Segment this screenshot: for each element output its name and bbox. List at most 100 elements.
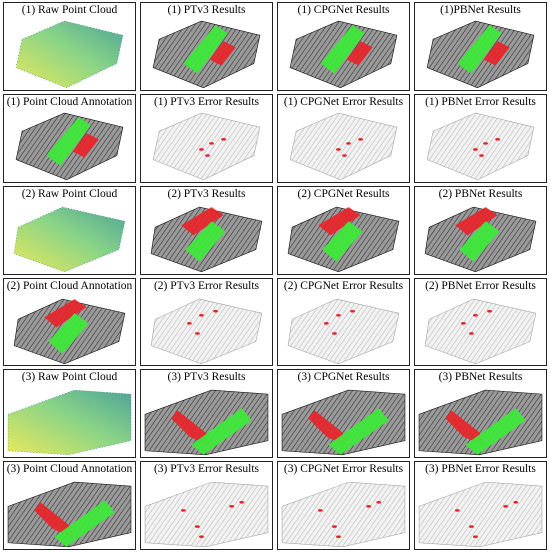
point-cloud-image	[418, 481, 543, 548]
panel-caption: (1) PTv3 Error Results	[153, 95, 260, 108]
error-point-marker	[346, 141, 351, 145]
error-point-marker	[186, 321, 192, 325]
figure-panel: (2) PTv3 Results	[140, 185, 273, 275]
panel-caption: (3) PBNet Error Results	[425, 463, 536, 476]
figure-panel: (3) Point Cloud Annotation	[3, 461, 136, 550]
figure-panel: (1) PTv3 Results	[140, 2, 273, 91]
error-point-marker	[366, 505, 372, 508]
point-cloud-image	[15, 20, 124, 89]
point-cloud-image	[426, 112, 535, 180]
error-point-marker	[495, 137, 501, 141]
red-class-region	[455, 206, 498, 236]
segmented-point-cloud	[7, 481, 132, 548]
segmented-point-cloud	[418, 390, 543, 456]
red-class-region	[318, 206, 361, 236]
red-class-region	[44, 298, 87, 327]
error-point-marker	[342, 154, 347, 157]
panel-caption: (1) Point Cloud Annotation	[6, 95, 133, 108]
figure-panel: (3) PBNet Results	[414, 369, 547, 459]
panel-caption: (2) Point Cloud Annotation	[6, 279, 133, 292]
error-point-marker	[209, 141, 214, 145]
segmented-point-cloud	[144, 390, 269, 456]
panel-caption: (3) PTv3 Results	[167, 371, 246, 384]
figure-panel: (1)PBNet Results	[414, 2, 547, 91]
point-cloud-image	[7, 481, 132, 548]
figure-panel: (1) PBNet Error Results	[414, 93, 547, 183]
error-point-marker	[221, 137, 227, 141]
error-point-marker	[229, 505, 235, 508]
green-class-region	[46, 116, 91, 166]
figure-panel: (2) CPGNet Results	[277, 185, 410, 275]
panel-caption: (3) Raw Point Cloud	[21, 371, 118, 384]
error-point-marker	[513, 501, 519, 504]
figure-panel: (3) Raw Point Cloud	[3, 369, 136, 459]
panel-caption: (2) Raw Point Cloud	[21, 187, 118, 200]
point-cloud-image	[15, 112, 124, 180]
green-class-region	[457, 25, 502, 74]
panel-caption: (3) CPGNet Error Results	[283, 463, 404, 476]
error-point-marker	[376, 501, 382, 504]
figure-panel: (3) CPGNet Error Results	[277, 461, 410, 550]
figure-panel: (3) PBNet Error Results	[414, 461, 547, 550]
figure-panel: (2) PBNet Results	[414, 185, 547, 275]
point-cloud-image	[150, 298, 263, 364]
error-point-marker	[199, 147, 204, 151]
panel-caption: (3) Point Cloud Annotation	[6, 463, 133, 476]
figure-panel: (3) CPGNet Results	[277, 369, 410, 459]
figure-panel: (1) CPGNet Results	[277, 2, 410, 91]
green-class-region	[328, 408, 389, 456]
point-cloud-image	[144, 481, 269, 548]
figure-grid: (1) Raw Point Cloud (1) PTv3 Results (1) C…	[3, 2, 547, 550]
error-point-cloud	[287, 298, 400, 364]
green-class-region	[48, 312, 89, 354]
error-point-marker	[358, 137, 364, 141]
error-point-cloud	[418, 481, 543, 548]
error-point-cloud	[289, 112, 398, 180]
error-point-marker	[195, 525, 200, 529]
panel-caption: (3) PBNet Results	[438, 371, 523, 384]
figure-panel: (1) PTv3 Error Results	[140, 93, 273, 183]
point-cloud-image	[152, 112, 261, 180]
point-cloud-image	[7, 390, 132, 456]
error-point-marker	[205, 154, 210, 157]
point-cloud-image	[418, 390, 543, 456]
figure-panel: (1) CPGNet Error Results	[277, 93, 410, 183]
green-class-region	[465, 408, 526, 456]
panel-caption: (1) PBNet Error Results	[425, 95, 536, 108]
panel-caption: (2) PTv3 Results	[167, 187, 246, 200]
green-class-region	[191, 408, 252, 456]
raw-point-cloud	[16, 21, 123, 88]
red-class-region	[483, 41, 510, 66]
error-point-marker	[336, 535, 341, 539]
panel-caption: (3) CPGNet Results	[297, 371, 390, 384]
error-point-cloud	[281, 481, 406, 548]
point-cloud-image	[152, 20, 261, 89]
error-point-cloud	[426, 112, 535, 180]
error-point-marker	[332, 525, 337, 529]
red-class-region	[72, 133, 99, 158]
figure-panel: (2) Point Cloud Annotation	[3, 277, 136, 367]
point-cloud-image	[144, 390, 269, 456]
error-point-marker	[180, 509, 186, 512]
panel-caption: (2) PBNet Error Results	[425, 279, 536, 292]
panel-caption: (2) PBNet Results	[438, 187, 523, 200]
error-point-marker	[199, 535, 204, 539]
point-cloud-image	[287, 206, 400, 272]
error-point-marker	[195, 331, 200, 335]
error-point-marker	[336, 313, 341, 317]
error-point-marker	[317, 509, 323, 512]
error-point-marker	[469, 525, 474, 529]
panel-caption: (1) Raw Point Cloud	[21, 4, 118, 16]
error-point-cloud	[152, 112, 261, 180]
panel-caption: (1) CPGNet Results	[297, 4, 390, 16]
raw-point-cloud	[14, 206, 125, 272]
point-cloud-image	[289, 112, 398, 180]
error-point-marker	[469, 331, 474, 335]
error-point-marker	[483, 141, 488, 145]
point-cloud-image	[289, 20, 398, 89]
figure-panel: (2) PTv3 Error Results	[140, 277, 273, 367]
panel-caption: (2) PTv3 Error Results	[153, 279, 260, 292]
error-point-marker	[487, 309, 492, 313]
error-point-marker	[199, 313, 204, 317]
figure-panel: (1) Raw Point Cloud	[3, 2, 136, 91]
